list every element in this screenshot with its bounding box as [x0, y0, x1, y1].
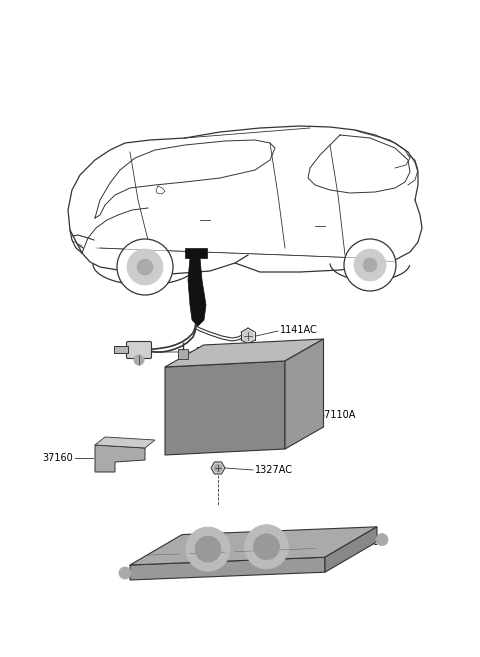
Polygon shape: [95, 437, 155, 448]
Polygon shape: [285, 339, 324, 449]
Circle shape: [253, 533, 279, 560]
Circle shape: [344, 239, 396, 291]
Polygon shape: [114, 346, 128, 353]
Circle shape: [363, 258, 377, 272]
Polygon shape: [130, 557, 325, 580]
Polygon shape: [165, 361, 285, 455]
Circle shape: [376, 533, 388, 545]
Bar: [178, 349, 188, 359]
Text: 37110A: 37110A: [318, 410, 355, 420]
Circle shape: [127, 249, 163, 285]
Text: 1327AC: 1327AC: [255, 465, 293, 475]
Circle shape: [117, 239, 173, 295]
Text: 37160: 37160: [42, 453, 73, 463]
Polygon shape: [130, 527, 377, 565]
Circle shape: [134, 355, 144, 365]
Polygon shape: [211, 462, 225, 474]
Text: 1141AC: 1141AC: [280, 325, 318, 335]
Circle shape: [354, 249, 386, 281]
Polygon shape: [95, 445, 145, 472]
FancyBboxPatch shape: [127, 342, 152, 359]
Polygon shape: [165, 339, 324, 367]
Circle shape: [195, 536, 221, 562]
Text: 37180F: 37180F: [195, 347, 231, 357]
Polygon shape: [188, 258, 206, 326]
Text: 37150: 37150: [348, 537, 379, 547]
Circle shape: [137, 259, 153, 275]
Polygon shape: [325, 527, 377, 572]
Circle shape: [119, 567, 131, 579]
Circle shape: [186, 527, 230, 571]
Circle shape: [244, 525, 288, 569]
Circle shape: [242, 330, 254, 342]
Circle shape: [214, 464, 222, 472]
Polygon shape: [185, 248, 207, 258]
